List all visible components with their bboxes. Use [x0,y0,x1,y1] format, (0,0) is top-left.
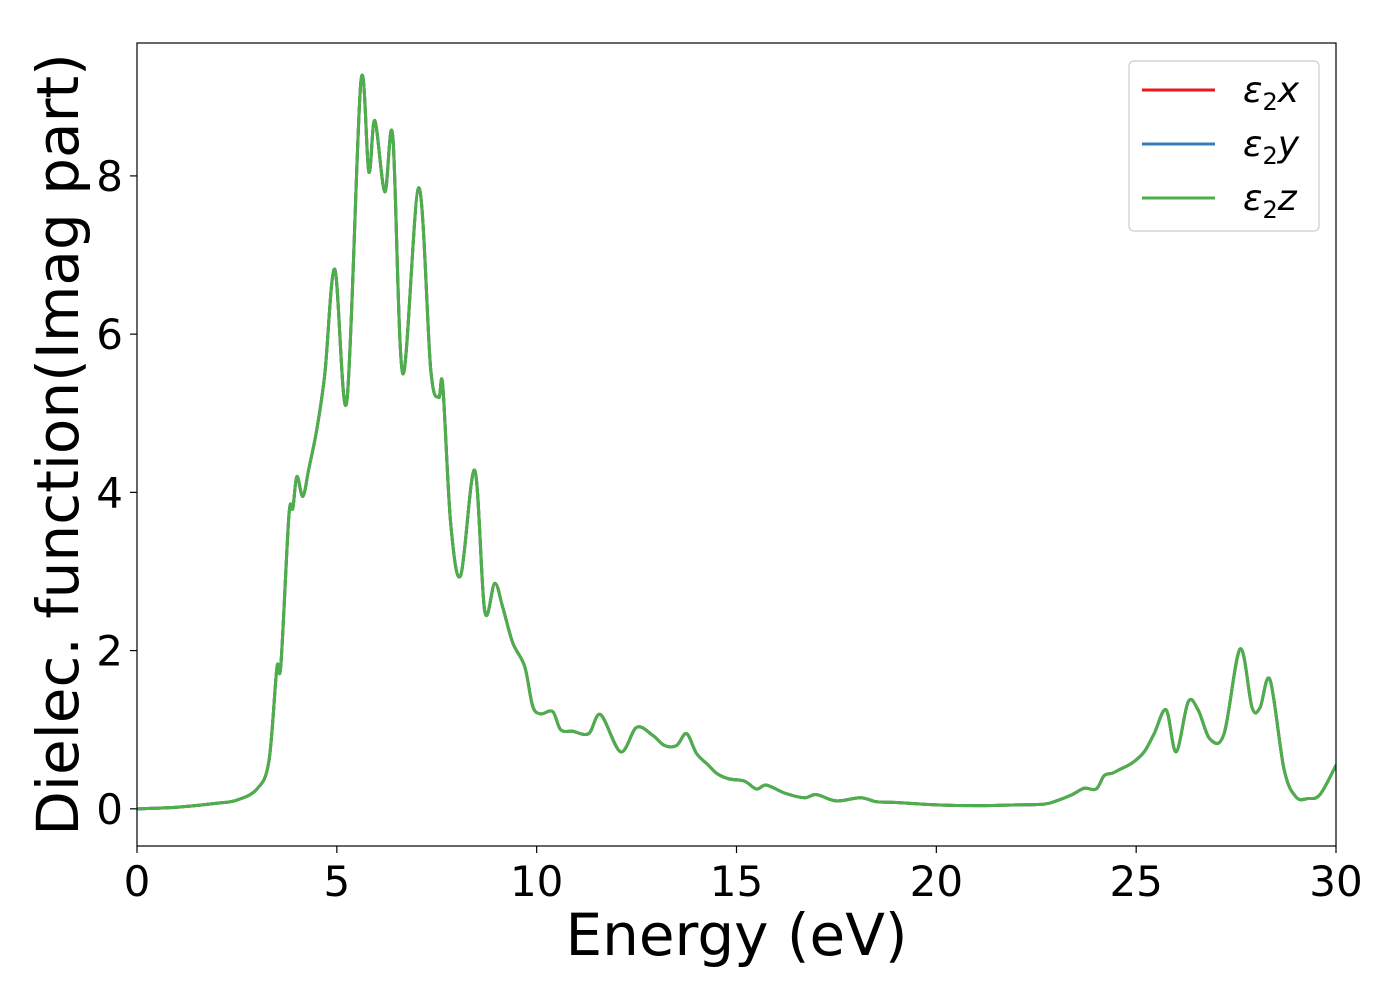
legend-label-subscript: 2 [1262,196,1277,224]
x-tick-label: 5 [323,857,350,906]
legend-box [1128,60,1320,232]
x-tick-label: 10 [510,857,563,906]
legend-label-subscript: 2 [1262,142,1277,170]
x-tick-label: 15 [710,857,763,906]
x-tick-label: 0 [124,857,151,906]
legend-label-subscript: 2 [1262,88,1277,116]
legend-label-suffix: z [1277,178,1298,219]
x-tick-label: 25 [1109,857,1162,906]
y-tick-label: 6 [96,310,123,359]
x-axis-title: Energy (eV) [565,901,907,969]
x-tick-label: 20 [910,857,963,906]
series-layer [137,73,1336,811]
y-tick-label: 8 [96,152,123,201]
y-tick-label: 2 [96,627,123,676]
x-tick-label: 30 [1309,857,1362,906]
legend-label-suffix: x [1277,70,1300,111]
plot-area [136,42,1337,847]
legend-label-2: ε2y [1243,124,1300,170]
y-axis-ticks: 0 2 4 6 8 [96,152,137,834]
x-axis-ticks: 0 5 10 15 20 25 30 [124,846,1363,906]
legend-label-3: ε2z [1243,178,1298,224]
legend-label-base: ε [1243,124,1262,165]
y-tick-label: 0 [96,785,123,834]
series-line-3 [137,73,1336,811]
y-axis-title: Dielec. function(Imag part) [24,53,92,836]
legend-label-1: ε2x [1243,70,1300,116]
legend-label-suffix: y [1277,124,1300,165]
y-tick-label: 4 [96,468,123,517]
legend-label-base: ε [1243,178,1262,219]
legend-label-base: ε [1243,70,1262,111]
